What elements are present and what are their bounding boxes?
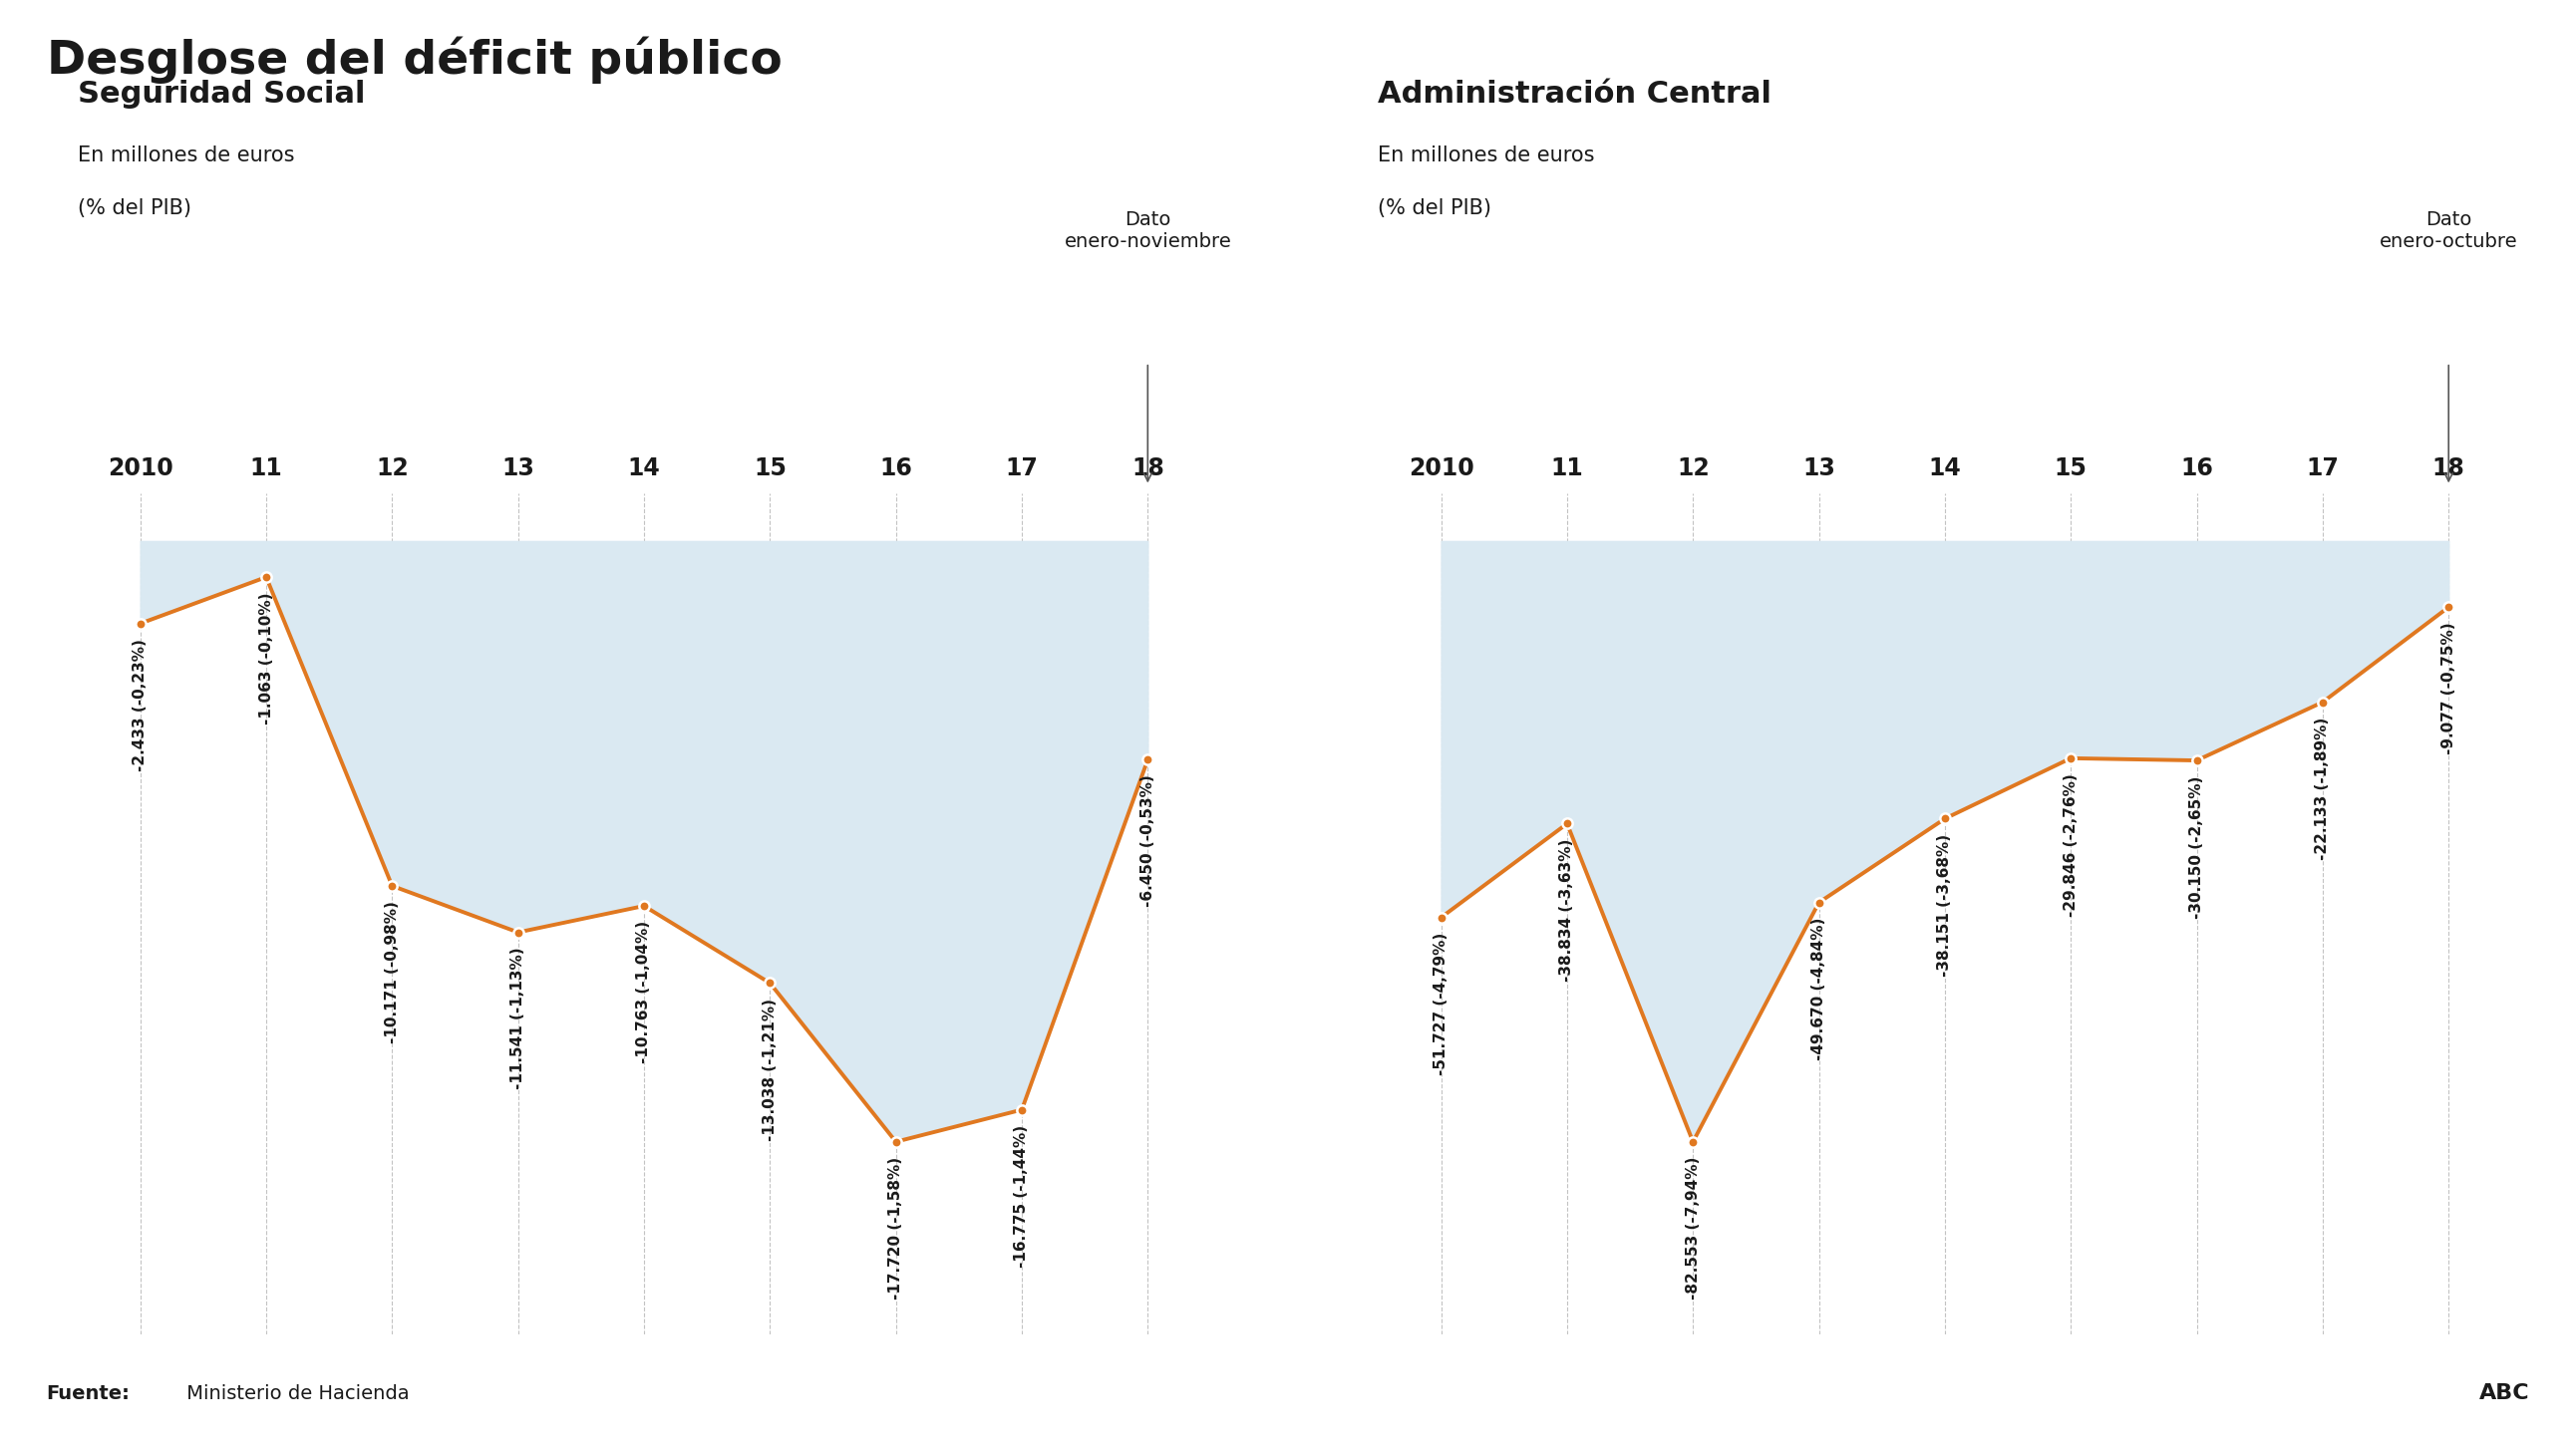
Point bbox=[623, 895, 665, 918]
Text: Fuente:: Fuente: bbox=[46, 1385, 129, 1404]
Text: -30.150 (-2,65%): -30.150 (-2,65%) bbox=[2190, 776, 2205, 918]
Text: ABC: ABC bbox=[2478, 1383, 2530, 1404]
Text: -11.541 (-1,13%): -11.541 (-1,13%) bbox=[510, 947, 526, 1089]
Text: -10.171 (-0,98%): -10.171 (-0,98%) bbox=[384, 900, 399, 1043]
Text: Dato
enero-octubre: Dato enero-octubre bbox=[2380, 210, 2517, 251]
Text: -13.038 (-1,21%): -13.038 (-1,21%) bbox=[762, 998, 778, 1141]
Point bbox=[2050, 747, 2092, 770]
Text: Ministerio de Hacienda: Ministerio de Hacienda bbox=[180, 1385, 410, 1404]
Point bbox=[750, 972, 791, 995]
Point bbox=[1419, 906, 1461, 929]
Text: -49.670 (-4,84%): -49.670 (-4,84%) bbox=[1811, 918, 1826, 1060]
Text: Administración Central: Administración Central bbox=[1378, 80, 1772, 109]
Text: -6.450 (-0,53%): -6.450 (-0,53%) bbox=[1141, 774, 1154, 908]
Text: -38.151 (-3,68%): -38.151 (-3,68%) bbox=[1937, 834, 1953, 976]
Point bbox=[2177, 748, 2218, 771]
Point bbox=[2429, 596, 2470, 619]
Text: En millones de euros: En millones de euros bbox=[1378, 145, 1595, 165]
Text: -2.433 (-0,23%): -2.433 (-0,23%) bbox=[134, 638, 147, 771]
Text: En millones de euros: En millones de euros bbox=[77, 145, 294, 165]
Text: -9.077 (-0,75%): -9.077 (-0,75%) bbox=[2442, 622, 2455, 754]
Text: -10.763 (-1,04%): -10.763 (-1,04%) bbox=[636, 921, 652, 1064]
Point bbox=[2303, 690, 2344, 713]
Point bbox=[1546, 812, 1587, 835]
Text: -38.834 (-3,63%): -38.834 (-3,63%) bbox=[1558, 838, 1574, 982]
Point bbox=[876, 1130, 917, 1153]
Text: (% del PIB): (% del PIB) bbox=[1378, 199, 1492, 219]
Point bbox=[1002, 1098, 1043, 1121]
Text: (% del PIB): (% del PIB) bbox=[77, 199, 191, 219]
Point bbox=[1128, 748, 1170, 771]
Text: -17.720 (-1,58%): -17.720 (-1,58%) bbox=[889, 1157, 904, 1299]
Text: Seguridad Social: Seguridad Social bbox=[77, 80, 366, 109]
Text: -29.846 (-2,76%): -29.846 (-2,76%) bbox=[2063, 773, 2079, 916]
Text: -16.775 (-1,44%): -16.775 (-1,44%) bbox=[1015, 1125, 1030, 1267]
Text: Dato
enero-noviembre: Dato enero-noviembre bbox=[1064, 210, 1231, 251]
Point bbox=[1798, 890, 1839, 914]
Text: -51.727 (-4,79%): -51.727 (-4,79%) bbox=[1435, 932, 1448, 1076]
Text: -82.553 (-7,94%): -82.553 (-7,94%) bbox=[1685, 1157, 1700, 1299]
Point bbox=[1672, 1130, 1713, 1153]
Text: -1.063 (-0,10%): -1.063 (-0,10%) bbox=[258, 592, 273, 724]
Point bbox=[118, 612, 160, 635]
Point bbox=[245, 566, 286, 589]
Point bbox=[1924, 808, 1965, 831]
Text: -22.133 (-1,89%): -22.133 (-1,89%) bbox=[2316, 718, 2331, 860]
Text: Desglose del déficit público: Desglose del déficit público bbox=[46, 36, 783, 84]
Point bbox=[371, 874, 412, 898]
Point bbox=[497, 921, 538, 944]
